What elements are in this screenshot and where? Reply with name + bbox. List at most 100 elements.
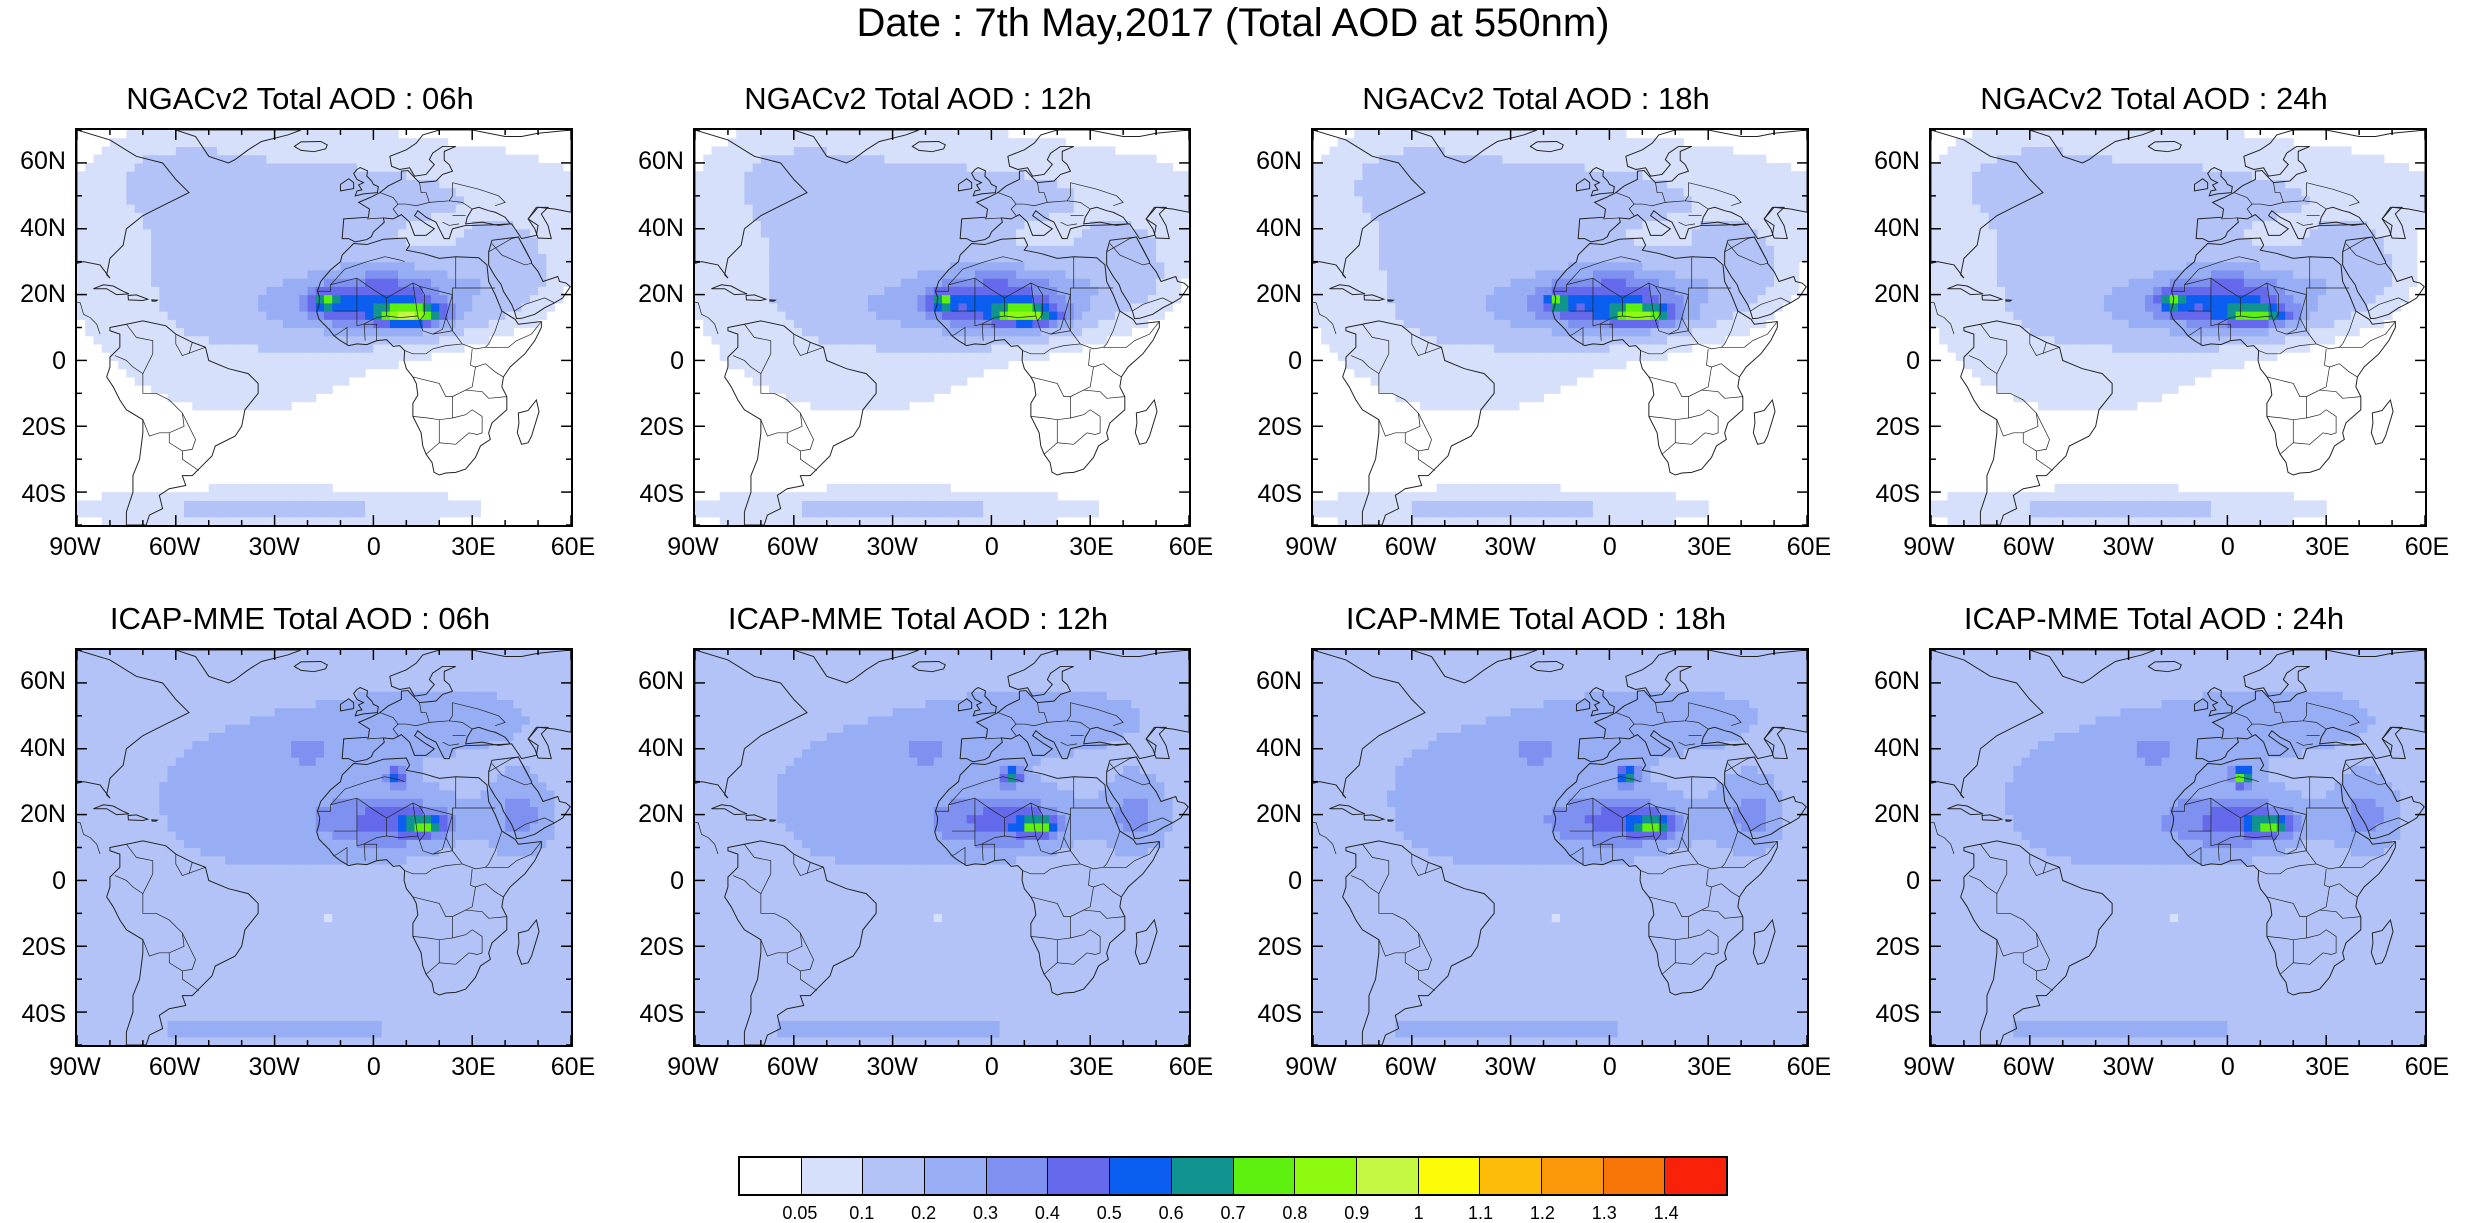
- aod-map: [1929, 648, 2427, 1047]
- lat-tick-label: 20S: [1236, 413, 1302, 441]
- lon-tick-label: 60E: [1769, 533, 1849, 561]
- lon-tick-label: 60E: [533, 1053, 613, 1081]
- lon-tick-label: 30W: [852, 1053, 932, 1081]
- colorbar-label: 1.2: [1512, 1203, 1572, 1223]
- country-border: [439, 433, 469, 444]
- lat-tick-label: 60N: [0, 147, 66, 175]
- colorbar-box: [1234, 1158, 1296, 1194]
- panel-title: ICAP-MME Total AOD : 12h: [618, 601, 1218, 637]
- aod-map: [693, 648, 1191, 1047]
- colorbar-box: [1665, 1158, 1726, 1194]
- aod-map: [75, 128, 573, 527]
- lon-tick-label: 0: [1570, 533, 1650, 561]
- lon-tick-label: 60W: [1989, 1053, 2069, 1081]
- colorbar-label: 0.9: [1327, 1203, 1387, 1223]
- country-border: [1084, 390, 1125, 398]
- aod-map: [1929, 128, 2427, 527]
- colorbar-box: [1048, 1158, 1110, 1194]
- country-border: [1702, 390, 1743, 398]
- lat-tick-label: 40N: [1854, 214, 1920, 242]
- country-border: [1662, 420, 1675, 455]
- lat-tick-label: 20N: [618, 800, 684, 828]
- colorbar-box: [1357, 1158, 1419, 1194]
- lon-tick-label: 30E: [2287, 533, 2367, 561]
- aod-map: [75, 648, 573, 1047]
- aod-field: [77, 650, 571, 1045]
- aod-field: [1931, 650, 2425, 1045]
- lat-tick-label: 40N: [1236, 734, 1302, 762]
- country-border: [466, 390, 507, 398]
- figure-title: Date : 7th May,2017 (Total AOD at 550nm): [0, 0, 2466, 46]
- lat-tick-label: 60N: [1236, 147, 1302, 175]
- aod-grid-cells: [77, 650, 571, 1045]
- lon-tick-label: 0: [952, 1053, 1032, 1081]
- country-border: [1418, 413, 1434, 471]
- colorbar-label: 1.3: [1574, 1203, 1634, 1223]
- country-border: [1688, 410, 1718, 435]
- country-border: [169, 433, 182, 451]
- lat-tick-label: 0: [1854, 347, 1920, 375]
- lat-tick-label: 40N: [0, 214, 66, 242]
- country-border: [2329, 364, 2357, 377]
- lat-tick-label: 20N: [1236, 280, 1302, 308]
- lat-tick-label: 60N: [1854, 147, 1920, 175]
- lon-tick-label: 90W: [35, 533, 115, 561]
- lat-tick-label: 40S: [618, 480, 684, 508]
- country-border: [800, 413, 816, 471]
- lon-tick-label: 60W: [753, 533, 833, 561]
- lon-tick-label: 0: [334, 533, 414, 561]
- country-border: [1711, 364, 1739, 377]
- lon-tick-label: 60E: [1769, 1053, 1849, 1081]
- aod-map: [693, 128, 1191, 527]
- lon-tick-label: 30W: [1470, 533, 1550, 561]
- colorbar-label: 1.4: [1636, 1203, 1696, 1223]
- aod-field: [695, 130, 1189, 525]
- lat-tick-label: 20N: [1854, 280, 1920, 308]
- lat-tick-label: 20S: [1854, 413, 1920, 441]
- colorbar-label: 0.2: [894, 1203, 954, 1223]
- colorbar-label: 0.1: [832, 1203, 892, 1223]
- country-border: [1093, 364, 1121, 377]
- colorbar-box: [987, 1158, 1049, 1194]
- lon-tick-label: 0: [2188, 1053, 2268, 1081]
- lat-tick-label: 20N: [1854, 800, 1920, 828]
- lat-tick-label: 40S: [1236, 1000, 1302, 1028]
- lon-tick-label: 30E: [1669, 1053, 1749, 1081]
- lat-tick-label: 20N: [618, 280, 684, 308]
- country-border: [787, 433, 800, 451]
- lon-tick-label: 0: [2188, 533, 2268, 561]
- aod-grid-cells: [695, 130, 1189, 525]
- colorbar-label: 0.7: [1203, 1203, 1263, 1223]
- lon-tick-label: 60W: [1989, 533, 2069, 561]
- lat-tick-label: 40N: [618, 214, 684, 242]
- country-border: [2036, 413, 2052, 471]
- lon-tick-label: 30E: [1051, 533, 1131, 561]
- country-border: [2023, 433, 2036, 451]
- lat-tick-label: 20S: [618, 933, 684, 961]
- lat-tick-label: 40S: [1236, 480, 1302, 508]
- colorbar-box: [802, 1158, 864, 1194]
- lon-tick-label: 30W: [234, 1053, 314, 1081]
- colorbar-label: 0.8: [1265, 1203, 1325, 1223]
- country-border: [452, 410, 482, 435]
- panel-title: NGACv2 Total AOD : 18h: [1236, 81, 1836, 117]
- panel-title: NGACv2 Total AOD : 06h: [0, 81, 600, 117]
- lat-tick-label: 0: [618, 867, 684, 895]
- aod-grid-cells: [695, 650, 1189, 1045]
- lon-tick-label: 30W: [2088, 533, 2168, 561]
- lat-tick-label: 20S: [1236, 933, 1302, 961]
- lon-tick-label: 60W: [135, 533, 215, 561]
- lat-tick-label: 20S: [0, 413, 66, 441]
- lat-tick-label: 40S: [1854, 1000, 1920, 1028]
- colorbar-label: 0.3: [956, 1203, 1016, 1223]
- colorbar-label: 0.5: [1079, 1203, 1139, 1223]
- lat-tick-label: 0: [1236, 867, 1302, 895]
- coastline: [2371, 400, 2393, 444]
- aod-map: [1311, 128, 1809, 527]
- lon-tick-label: 30E: [433, 533, 513, 561]
